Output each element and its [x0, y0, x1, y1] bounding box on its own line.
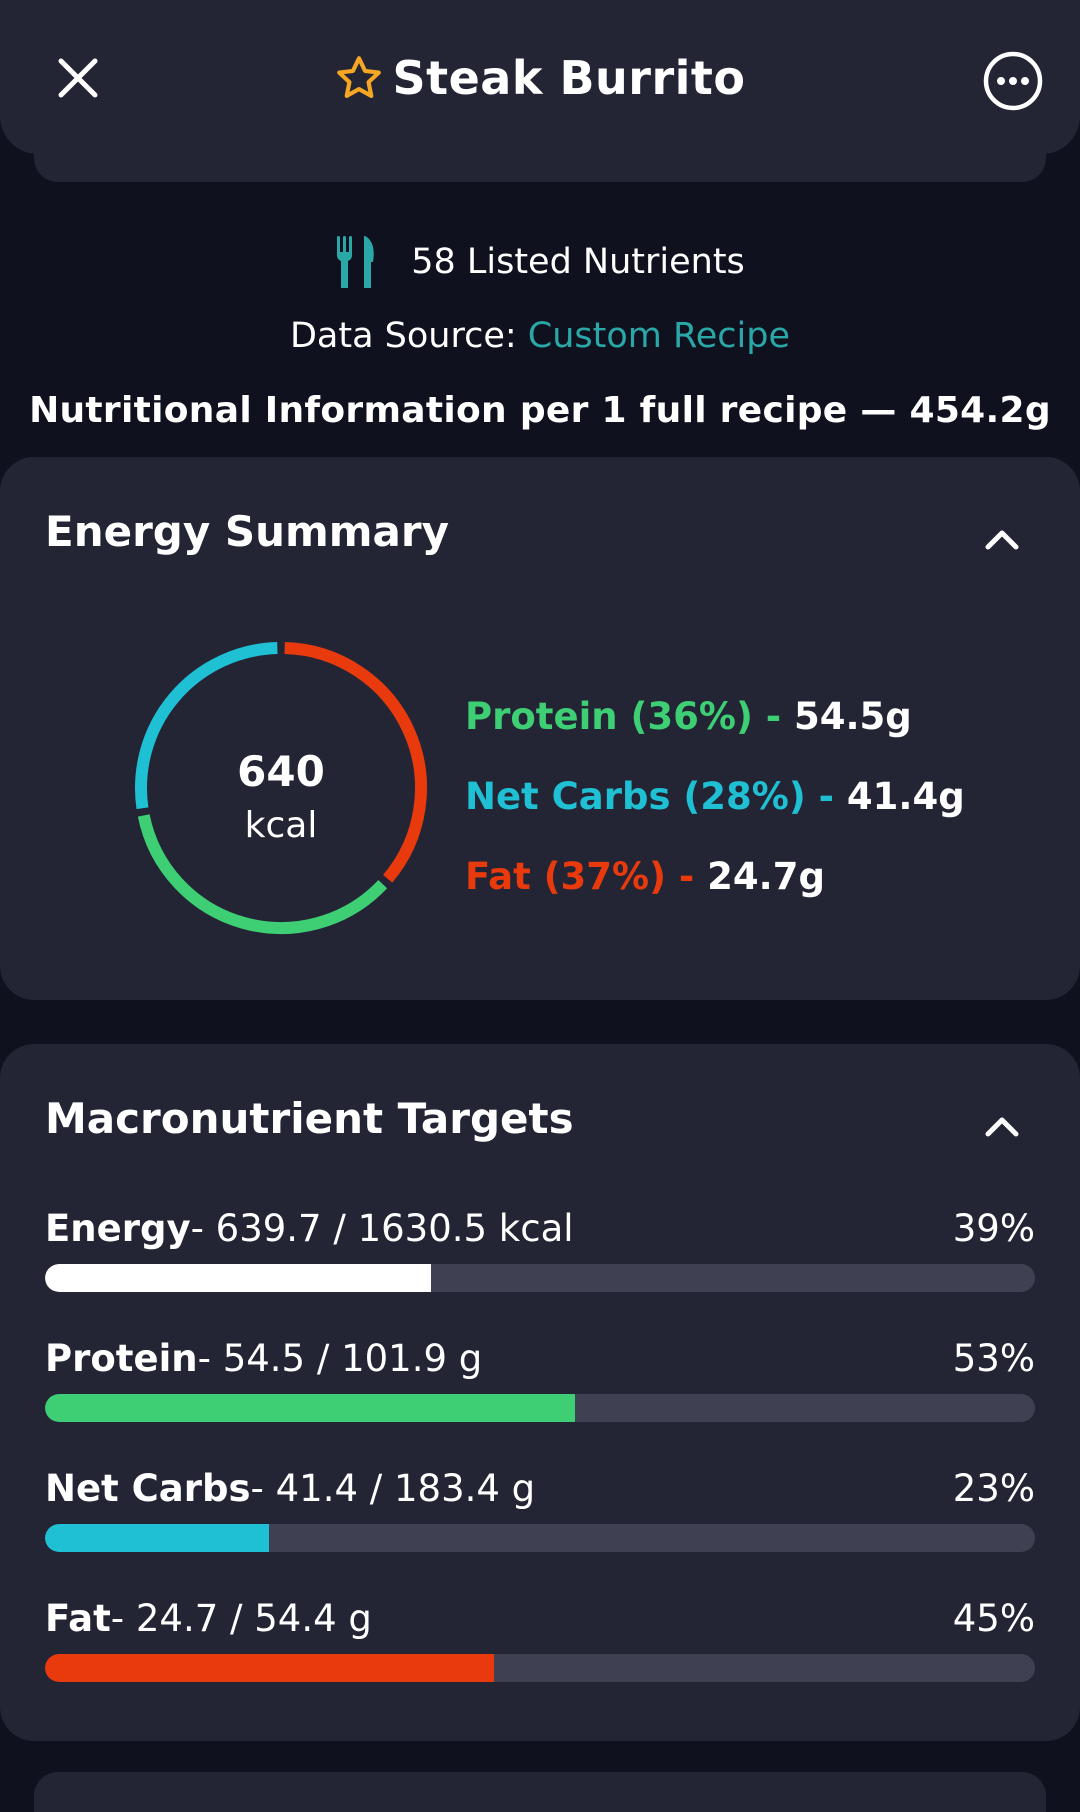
macro-name: Protein [45, 1337, 198, 1380]
serving-info: Nutritional Information per 1 full recip… [29, 390, 1051, 431]
legend-net-carbs-label: Net Carbs (28%) [465, 775, 806, 818]
macro-detail: - 41.4 / 183.4 g [250, 1467, 536, 1510]
macro-percent: 39% [952, 1207, 1035, 1250]
data-source: Data Source: Custom Recipe [0, 312, 1080, 360]
macro-detail: - 24.7 / 54.4 g [110, 1597, 372, 1640]
macro-name: Energy [45, 1207, 191, 1250]
chevron-up-icon[interactable] [980, 517, 1024, 561]
legend-net-carbs-value: 41.4g [846, 775, 965, 818]
listed-nutrients: 58 Listed Nutrients [0, 234, 1080, 290]
kcal-value: 640 [237, 747, 325, 796]
macronutrient-targets-card: Macronutrient Targets Energy- 639.7 / 16… [0, 1044, 1080, 1741]
nutrients-count: 58 Listed Nutrients [411, 242, 745, 282]
donut-slice-net-carbs [135, 642, 278, 810]
macro-name: Net Carbs [45, 1467, 251, 1510]
top-bar: Steak Burrito [0, 0, 1080, 154]
macro-name: Fat [45, 1597, 111, 1640]
legend-fat-label: Fat (37%) [465, 855, 667, 898]
macro-label: Energy- 639.7 / 1630.5 kcal [45, 1204, 574, 1254]
progress-fill [45, 1654, 495, 1682]
progress-fill [45, 1524, 269, 1552]
macro-detail: - 639.7 / 1630.5 kcal [190, 1207, 574, 1250]
kcal-unit: kcal [244, 805, 318, 846]
data-source-label: Data Source: [289, 316, 528, 356]
page-title: Steak Burrito [392, 51, 746, 105]
close-icon [58, 58, 98, 98]
legend-fat-sep: - [666, 855, 708, 898]
chevron-up-icon[interactable] [980, 1104, 1024, 1148]
legend-fat-value: 24.7g [707, 855, 825, 898]
progress-track [45, 1394, 1035, 1422]
donut-slice-fat [284, 642, 427, 883]
legend-protein-sep: - [752, 695, 794, 738]
legend-net-carbs-sep: - [805, 775, 847, 818]
title-group: Steak Burrito [0, 36, 1080, 120]
legend-protein: Protein (36%) - 54.5g [465, 695, 912, 738]
legend-fat: Fat (37%) - 24.7g [465, 855, 825, 898]
data-source-link[interactable]: Custom Recipe [527, 316, 791, 356]
next-card-edge [34, 1772, 1046, 1812]
energy-summary-title: Energy Summary [45, 507, 449, 556]
legend-protein-label: Protein (36%) [465, 695, 753, 738]
progress-track [45, 1524, 1035, 1552]
progress-fill [45, 1394, 575, 1422]
macro-label: Protein- 54.5 / 101.9 g [45, 1334, 482, 1384]
macro-percent: 45% [952, 1597, 1035, 1640]
progress-fill [45, 1264, 432, 1292]
donut-slice-protein [137, 814, 388, 934]
macro-detail: - 54.5 / 101.9 g [197, 1337, 483, 1380]
energy-summary-card: Energy Summary 640 kcal Protein (36%) - … [0, 457, 1080, 1000]
macro-percent: 53% [952, 1337, 1035, 1380]
macro-percent: 23% [952, 1467, 1035, 1510]
progress-track [45, 1654, 1035, 1682]
energy-donut-chart [135, 642, 427, 934]
fork-knife-icon [337, 236, 374, 288]
macro-label: Fat- 24.7 / 54.4 g [45, 1594, 372, 1644]
macro-label: Net Carbs- 41.4 / 183.4 g [45, 1464, 535, 1514]
legend-net-carbs: Net Carbs (28%) - 41.4g [465, 775, 965, 818]
close-button[interactable] [50, 50, 106, 106]
progress-track [45, 1264, 1035, 1292]
legend-protein-value: 54.5g [793, 695, 912, 738]
more-options-icon[interactable] [982, 50, 1044, 112]
star-outline-icon[interactable] [334, 53, 384, 103]
macro-targets-title: Macronutrient Targets [45, 1094, 574, 1143]
